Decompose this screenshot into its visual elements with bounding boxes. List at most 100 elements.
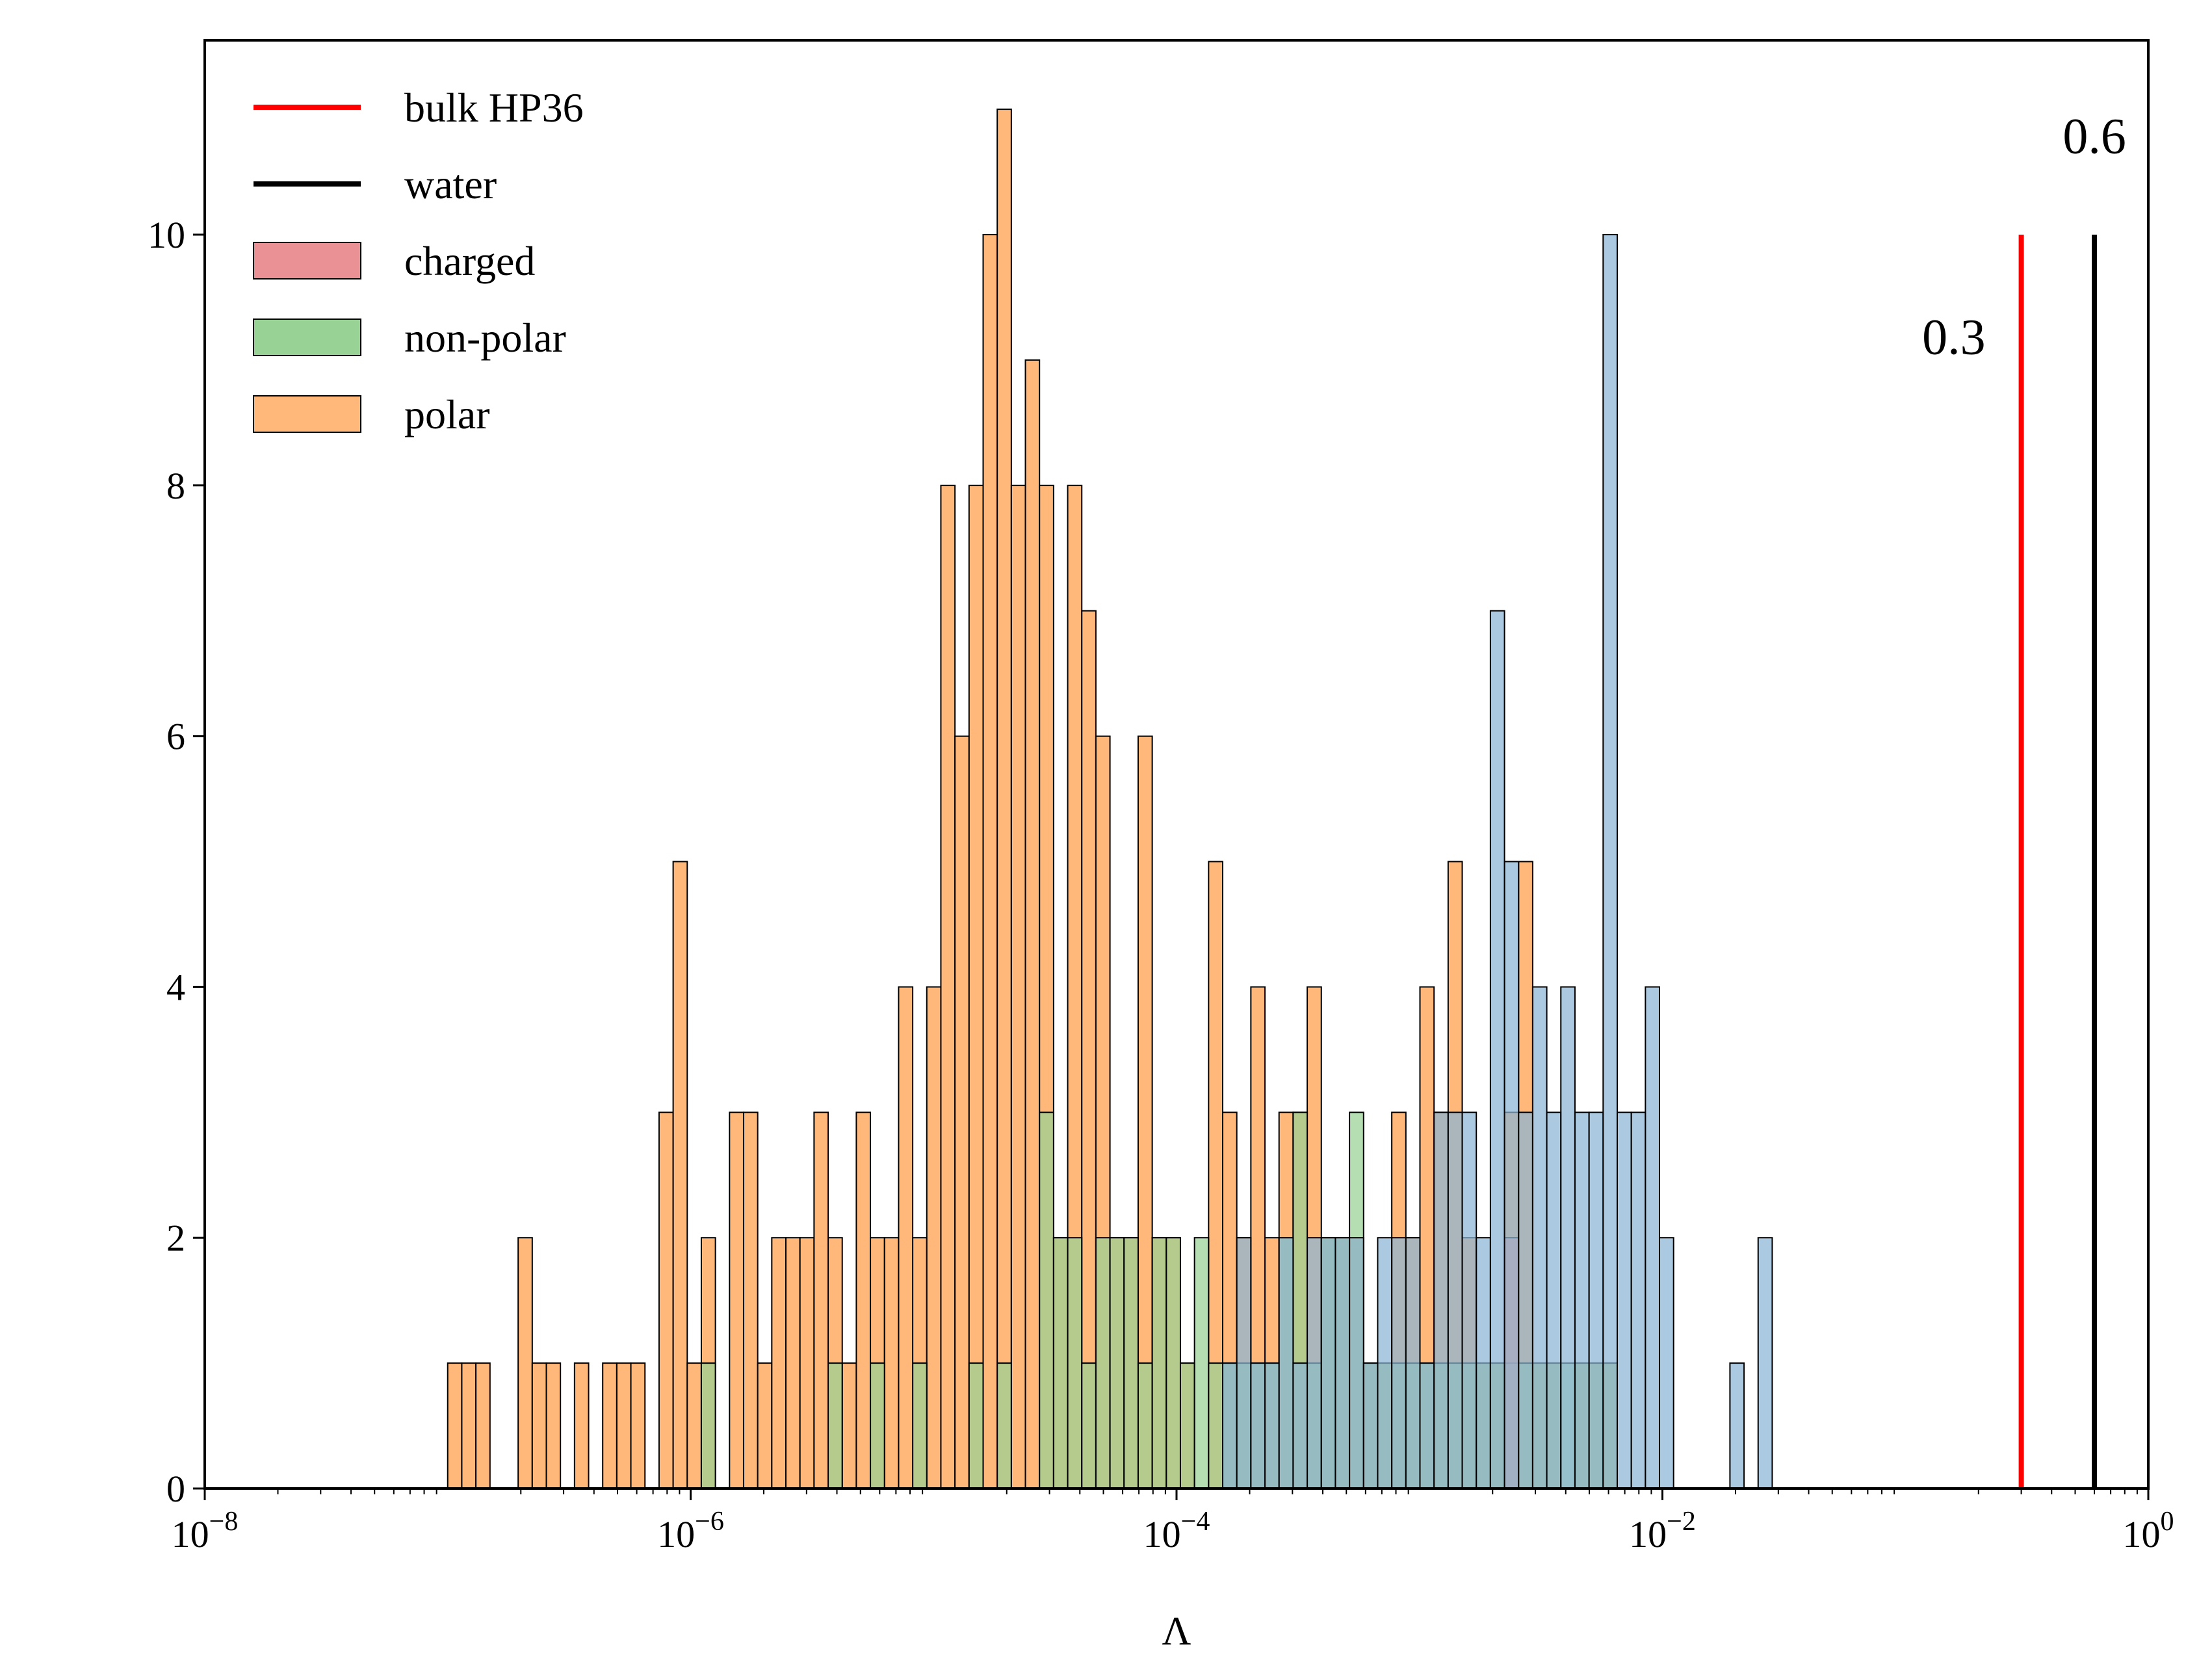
legend-item-bulk-hp36: bulk HP36 xyxy=(254,84,584,131)
histogram-bar xyxy=(1645,986,1661,1490)
histogram-bar xyxy=(573,1362,590,1490)
histogram-bar xyxy=(1278,1237,1294,1489)
histogram-bar xyxy=(531,1362,547,1490)
histogram-bar xyxy=(1236,1237,1252,1489)
histogram-bar xyxy=(447,1362,463,1490)
histogram-bar xyxy=(1630,1112,1646,1489)
histogram-bar xyxy=(1039,1112,1054,1489)
histogram-bar xyxy=(1334,1237,1351,1489)
histogram-bar xyxy=(1461,1112,1477,1489)
histogram-bar xyxy=(968,1362,984,1490)
histogram-bar xyxy=(926,986,942,1490)
histogram-bar xyxy=(757,1362,773,1490)
reference-lines: 0.3 0.6 xyxy=(1922,108,2126,1488)
histogram-bar xyxy=(1616,1112,1632,1489)
histogram-bar xyxy=(1503,861,1520,1489)
legend: bulk HP36 water charged non-polar polar xyxy=(253,84,584,437)
histogram-bar xyxy=(1264,1362,1280,1490)
histogram-bar xyxy=(996,109,1012,1490)
histogram-bar xyxy=(1560,986,1576,1490)
histogram-bar xyxy=(982,233,998,1489)
legend-label: water xyxy=(404,161,497,207)
histogram-bar xyxy=(1362,1362,1379,1490)
x-tick-label: 10−8 xyxy=(172,1507,239,1555)
legend-swatch-patch xyxy=(253,242,361,280)
histogram-bar xyxy=(954,735,970,1489)
histogram-bar xyxy=(1095,1237,1111,1489)
histogram-bar xyxy=(1531,986,1548,1490)
histogram-bar xyxy=(602,1362,618,1490)
legend-item-polar: polar xyxy=(253,391,490,437)
y-axis: 0 2 4 6 8 10 xyxy=(148,214,205,1510)
histogram-bar xyxy=(545,1362,562,1490)
histogram-bar xyxy=(827,1362,843,1490)
histogram-bar xyxy=(517,1237,533,1489)
legend-item-non-polar: non-polar xyxy=(253,315,566,361)
y-tick-label: 2 xyxy=(166,1217,185,1259)
histogram-bar xyxy=(1109,1237,1125,1489)
legend-swatch-patch xyxy=(253,395,361,433)
histogram-bar xyxy=(630,1362,646,1490)
histogram-bar xyxy=(799,1237,815,1489)
histogram-bar xyxy=(1377,1237,1393,1489)
histogram-bar xyxy=(700,1362,716,1490)
histogram-bar xyxy=(1179,1362,1195,1490)
histogram-bar xyxy=(616,1362,632,1490)
x-tick-label: 10−2 xyxy=(1629,1507,1696,1555)
x-tick-label: 100 xyxy=(2123,1507,2174,1555)
histogram-bar xyxy=(1320,1237,1336,1489)
legend-label: non-polar xyxy=(404,315,566,361)
histogram-bar xyxy=(1574,1112,1590,1489)
histogram-bar xyxy=(1222,1362,1238,1490)
histogram-bar xyxy=(1123,1237,1139,1489)
histogram-bar xyxy=(1193,1237,1210,1489)
legend-swatch-patch xyxy=(253,318,361,356)
histogram-bar xyxy=(1137,1362,1153,1490)
histogram-bar xyxy=(870,1362,885,1490)
histogram-bar xyxy=(1659,1237,1674,1489)
histogram-bar xyxy=(1447,1112,1463,1489)
legend-label: polar xyxy=(404,391,490,437)
histogram-bar xyxy=(1433,1112,1449,1489)
legend-item-charged: charged xyxy=(253,238,535,284)
histogram-bar xyxy=(898,986,914,1490)
histogram-bar xyxy=(1518,1112,1533,1489)
histogram-bar xyxy=(1052,1237,1069,1489)
histogram-bar xyxy=(883,1237,900,1489)
histogram-bar xyxy=(785,1237,801,1489)
legend-label: charged xyxy=(404,238,535,284)
legend-label: bulk HP36 xyxy=(404,84,584,131)
x-axis-label: Λ xyxy=(1162,1609,1191,1654)
histogram-bar xyxy=(672,861,688,1489)
histogram-bar xyxy=(968,484,984,1489)
y-tick-label: 6 xyxy=(166,716,185,758)
histogram-bar xyxy=(1165,1237,1181,1489)
histogram-bar xyxy=(1208,1362,1224,1490)
histogram-bar xyxy=(1489,610,1505,1489)
histogram-bar xyxy=(1067,1237,1083,1489)
histogram-bar xyxy=(1757,1237,1773,1489)
histogram-bar xyxy=(1081,1362,1097,1490)
histogram-bar xyxy=(940,484,956,1489)
histogram-bar xyxy=(1405,1237,1421,1489)
histogram-bar xyxy=(461,1362,477,1490)
histogram-bar xyxy=(1151,1237,1167,1489)
histogram-bar xyxy=(729,1112,744,1489)
y-tick-label: 10 xyxy=(148,214,185,256)
histogram-bar xyxy=(1081,610,1097,1489)
histogram-bar xyxy=(1349,1237,1364,1489)
histogram-bar xyxy=(1292,1362,1308,1490)
histogram-bar xyxy=(1307,1237,1322,1489)
x-axis: 10−8 10−6 10−4 10−2 100 xyxy=(172,1488,2174,1555)
histogram-bar xyxy=(1602,233,1618,1489)
histogram-bar xyxy=(475,1362,491,1490)
legend-item-water: water xyxy=(254,161,497,207)
histogram-bar xyxy=(1010,484,1026,1489)
histogram-bar xyxy=(1476,1237,1491,1489)
histogram-bar xyxy=(1729,1362,1745,1490)
ref-line-annotation: 0.6 xyxy=(2062,108,2126,164)
ref-line-annotation: 0.3 xyxy=(1922,308,1986,365)
histogram-bar xyxy=(813,1112,829,1489)
histogram-bar xyxy=(1024,359,1041,1489)
